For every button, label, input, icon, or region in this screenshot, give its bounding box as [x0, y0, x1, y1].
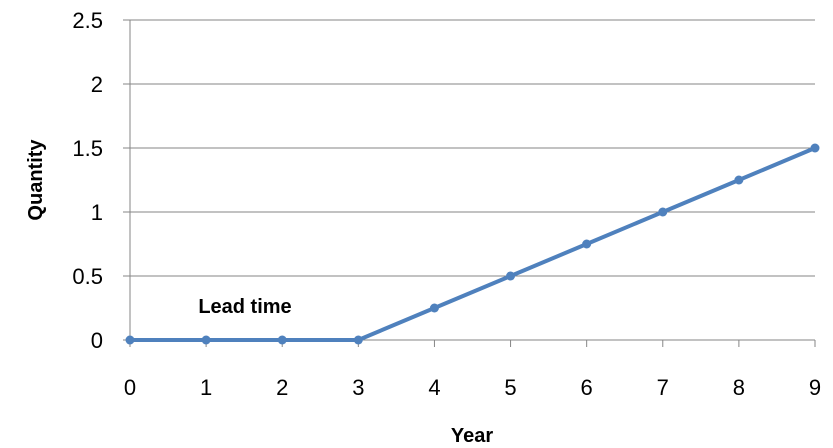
- x-tick-label: 2: [276, 375, 288, 400]
- x-tick-label: 3: [352, 375, 364, 400]
- annotation-lead-time: Lead time: [198, 296, 291, 318]
- y-tick-label: 0.5: [72, 264, 103, 289]
- labels: Year Quantity Lead time 0 0.5 1 1.5 2 2.5 0 1 2 3…: [25, 8, 821, 447]
- y-axis-title: Quantity: [25, 139, 47, 221]
- x-tick-label: 8: [733, 375, 745, 400]
- data-point: [201, 335, 211, 345]
- data-point: [582, 239, 592, 249]
- x-tick-label: 7: [657, 375, 669, 400]
- x-tick-label: 9: [809, 375, 821, 400]
- series: [125, 143, 820, 345]
- x-tick-label: 4: [428, 375, 440, 400]
- x-tick-label: 0: [124, 375, 136, 400]
- data-point: [658, 207, 668, 217]
- y-tick-label: 0: [91, 328, 103, 353]
- x-tick-label: 1: [200, 375, 212, 400]
- series-line: [128, 146, 817, 342]
- y-tick-label: 2: [91, 72, 103, 97]
- data-point: [277, 335, 287, 345]
- data-point: [353, 335, 363, 345]
- data-point: [506, 271, 516, 281]
- y-tick-label: 1: [91, 200, 103, 225]
- data-point: [734, 175, 744, 185]
- gridlines: [130, 19, 815, 277]
- x-axis-title: Year: [451, 425, 493, 447]
- y-tick-label: 1.5: [72, 136, 103, 161]
- x-tick-label: 5: [504, 375, 516, 400]
- data-point: [125, 335, 135, 345]
- x-tick-label: 6: [581, 375, 593, 400]
- data-point: [429, 303, 439, 313]
- data-point: [810, 143, 820, 153]
- y-tick-label: 2.5: [72, 8, 103, 33]
